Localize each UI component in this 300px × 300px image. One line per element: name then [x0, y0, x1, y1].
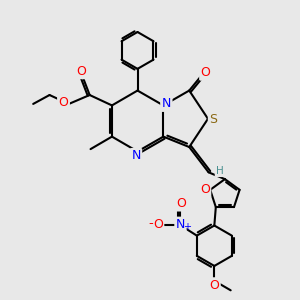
- Text: O: O: [153, 218, 163, 231]
- Text: O: O: [176, 197, 186, 210]
- Text: N: N: [162, 98, 171, 110]
- Text: O: O: [200, 183, 210, 196]
- Text: O: O: [58, 96, 68, 109]
- Text: O: O: [76, 65, 86, 78]
- Text: N: N: [176, 218, 185, 231]
- Text: +: +: [183, 222, 191, 232]
- Text: O: O: [201, 66, 211, 79]
- Text: S: S: [209, 113, 217, 126]
- Text: -: -: [148, 217, 153, 230]
- Text: H: H: [216, 166, 224, 176]
- Text: O: O: [209, 279, 219, 292]
- Text: N: N: [131, 149, 141, 162]
